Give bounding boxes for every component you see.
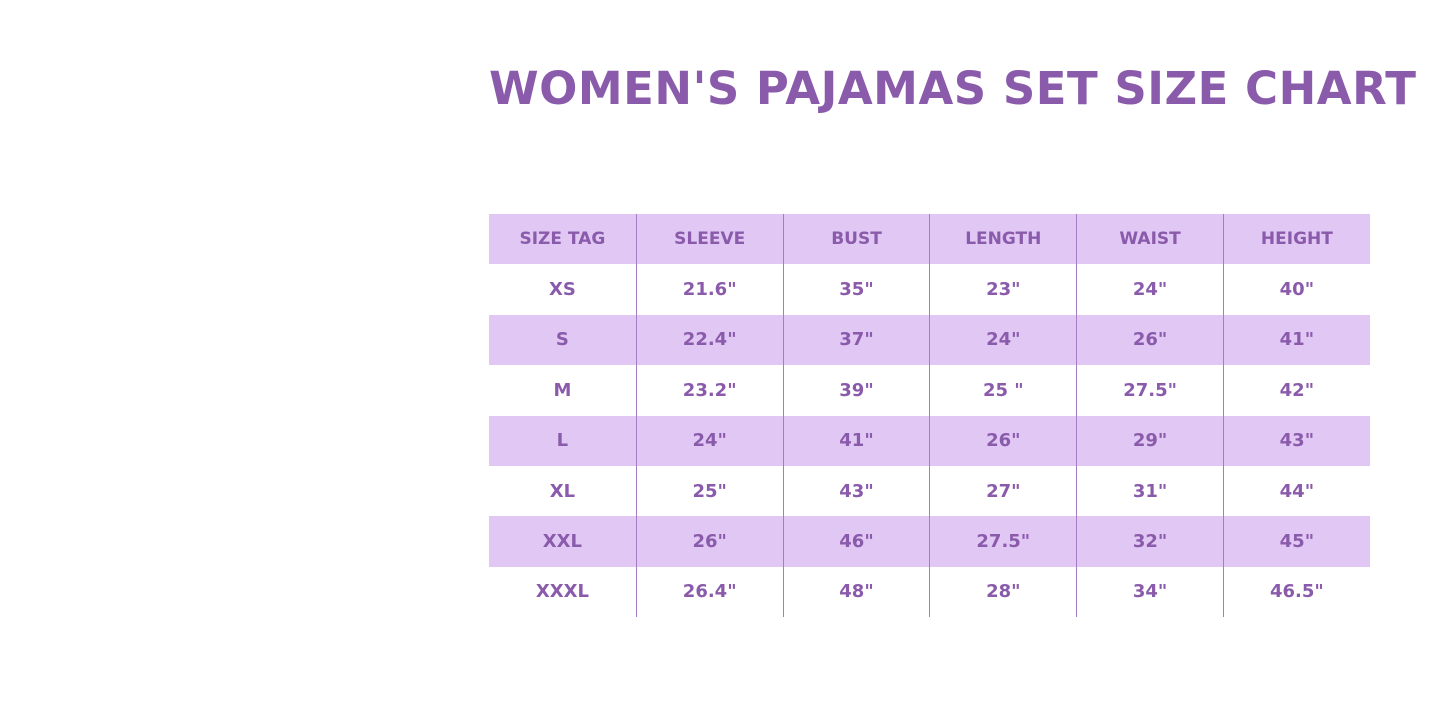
measurement-cell: 27.5" <box>929 516 1076 567</box>
measurement-cell: 37" <box>782 314 930 366</box>
measurement-cell: 48" <box>782 566 930 618</box>
measurement-cell: 28" <box>929 566 1076 618</box>
measurement-cell: 25" <box>635 465 783 517</box>
size-tag-cell: S <box>555 329 569 351</box>
measurement-cell: 26" <box>1076 314 1223 366</box>
size-tag-cell: M <box>553 379 572 401</box>
measurement-cell: 27" <box>929 465 1076 517</box>
measurement-cell: 35" <box>782 264 930 315</box>
table-row: S 22.4" 37" 24" 26" 41" <box>489 314 1370 366</box>
table-row: M 23.2" 39" 25 " 27.5" 42" <box>489 365 1370 416</box>
size-tag-cell: L <box>556 430 569 452</box>
measurement-cell: 39" <box>782 365 930 416</box>
measurement-cell: 25 " <box>929 365 1076 416</box>
measurement-cell: 41" <box>782 415 930 466</box>
measurement-cell: 43" <box>782 465 930 517</box>
measurement-cell: 22.4" <box>635 314 783 366</box>
column-header: WAIST <box>1076 214 1223 265</box>
measurement-cell: 44" <box>1222 465 1370 517</box>
size-chart-table: SIZE TAG SLEEVE BUST LENGTH WAIST HEIGHT XS 21.… <box>489 214 1370 618</box>
page-title: WOMEN'S PAJAMAS SET SIZE CHART <box>489 62 1417 115</box>
measurement-cell: 45" <box>1222 516 1370 567</box>
table-row: XXXL 26.4" 48" 28" 34" 46.5" <box>489 566 1370 618</box>
measurement-cell: 42" <box>1222 365 1370 416</box>
table-row: XS 21.6" 35" 23" 24" 40" <box>489 264 1370 315</box>
table-row: XXL 26" 46" 27.5" 32" 45" <box>489 516 1370 567</box>
measurement-cell: 26" <box>929 415 1076 466</box>
measurement-cell: 23" <box>929 264 1076 315</box>
measurement-cell: 46" <box>782 516 930 567</box>
size-tag-cell: XL <box>549 480 576 502</box>
column-header: HEIGHT <box>1222 214 1370 265</box>
measurement-cell: 31" <box>1076 465 1223 517</box>
measurement-cell: 40" <box>1222 264 1370 315</box>
column-header: SIZE TAG <box>519 229 606 250</box>
size-tag-cell: XXXL <box>535 581 589 603</box>
measurement-cell: 32" <box>1076 516 1223 567</box>
table-header-row: SIZE TAG SLEEVE BUST LENGTH WAIST HEIGHT <box>489 214 1370 265</box>
measurement-cell: 24" <box>635 415 783 466</box>
measurement-cell: 29" <box>1076 415 1223 466</box>
measurement-cell: 27.5" <box>1076 365 1223 416</box>
size-tag-cell: XS <box>548 279 576 301</box>
measurement-cell: 23.2" <box>635 365 783 416</box>
measurement-cell: 34" <box>1076 566 1223 618</box>
measurement-cell: 41" <box>1222 314 1370 366</box>
measurement-cell: 24" <box>1076 264 1223 315</box>
measurement-cell: 46.5" <box>1222 566 1370 618</box>
column-header: LENGTH <box>929 214 1076 265</box>
column-header: SLEEVE <box>635 214 783 265</box>
measurement-cell: 26.4" <box>635 566 783 618</box>
table-row: L 24" 41" 26" 29" 43" <box>489 415 1370 466</box>
column-header: BUST <box>782 214 930 265</box>
measurement-cell: 24" <box>929 314 1076 366</box>
size-tag-cell: XXL <box>542 531 583 553</box>
measurement-cell: 43" <box>1222 415 1370 466</box>
measurement-cell: 26" <box>635 516 783 567</box>
measurement-cell: 21.6" <box>635 264 783 315</box>
table-row: XL 25" 43" 27" 31" 44" <box>489 465 1370 517</box>
